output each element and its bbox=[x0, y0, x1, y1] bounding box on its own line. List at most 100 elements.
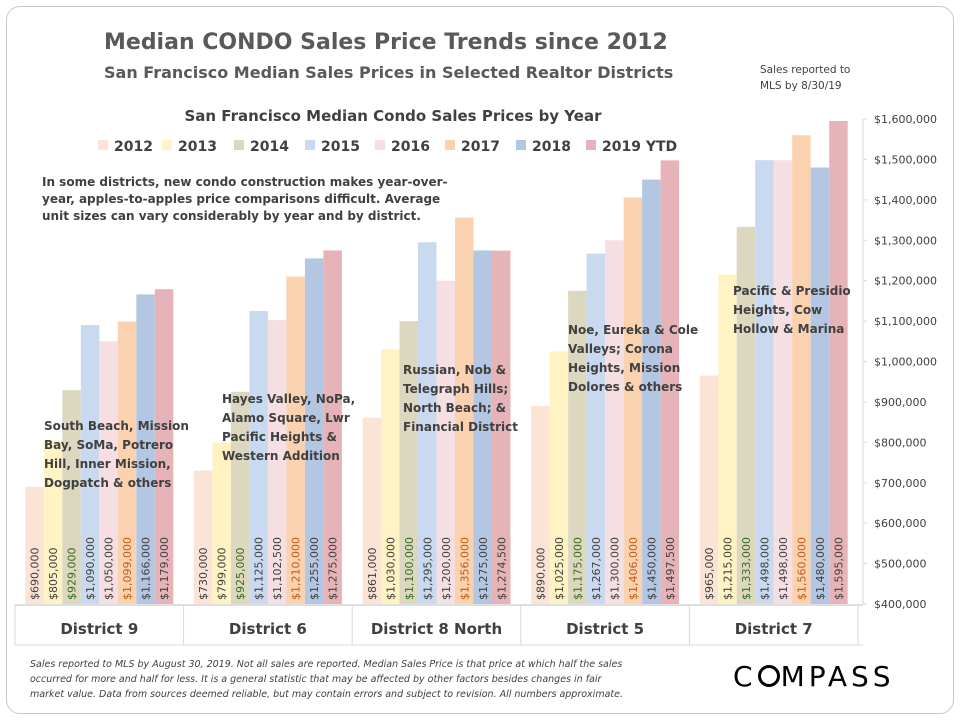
legend-swatch-2015 bbox=[305, 140, 315, 150]
bar-value-label: $1,450,000 bbox=[645, 537, 658, 600]
chart-annotation: In some districts, new condo constructio… bbox=[42, 175, 448, 223]
bar-2013-district-9 bbox=[43, 440, 63, 604]
sales-reported-note: Sales reported to MLS by 8/30/19 bbox=[760, 62, 880, 94]
bar-value-label: $1,295,000 bbox=[421, 537, 434, 600]
sales-note-line-2: MLS by 8/30/19 bbox=[760, 80, 842, 92]
bar-2016-district-7 bbox=[773, 160, 793, 604]
bar-2015-district-9 bbox=[80, 325, 100, 604]
bar-value-label: $1,497,500 bbox=[664, 537, 677, 600]
x-axis: District 9 District 6 District 8 North Dist… bbox=[14, 604, 863, 646]
bar-value-label: $805,000 bbox=[47, 548, 60, 601]
bar-labels-layer: $690,000 $805,000 $929,000 $1,090,000 $1,050… bbox=[29, 537, 846, 600]
legend-label-2016: 2016 bbox=[391, 139, 430, 155]
y-tick-label: $1,400,000 bbox=[874, 194, 937, 207]
district-description-line: Dogpatch & others bbox=[44, 476, 171, 490]
district-description-line: Financial District bbox=[403, 420, 518, 434]
bar-2018-district-9 bbox=[136, 294, 155, 604]
bar-2014-district-9 bbox=[62, 390, 81, 604]
district-description-line: Valleys; Corona bbox=[568, 342, 673, 356]
bar-value-label: $1,100,000 bbox=[403, 537, 416, 600]
bar-value-label: $1,498,000 bbox=[758, 537, 771, 600]
bar-value-label: $1,030,000 bbox=[384, 537, 397, 600]
x-category-label: District 8 North bbox=[371, 620, 502, 638]
footnote-line-3: market value. Data from sources deemed r… bbox=[30, 689, 623, 700]
bar-value-label: $1,274,500 bbox=[495, 537, 508, 600]
legend-label-2014: 2014 bbox=[250, 139, 289, 155]
legend-label-2015: 2015 bbox=[321, 139, 360, 155]
district-description-line: Hill, Inner Mission, bbox=[44, 457, 171, 471]
bar-2019-ytd-district-6 bbox=[323, 250, 342, 604]
bar-value-label: $690,000 bbox=[29, 548, 42, 601]
bar-value-label: $929,000 bbox=[66, 548, 79, 601]
annotation-line-3: unit sizes can vary considerably by year… bbox=[42, 209, 421, 223]
bar-value-label: $965,000 bbox=[703, 548, 716, 601]
bar-2014-district-5 bbox=[568, 290, 587, 604]
footnote-line-2: occurred for more and half for less. It … bbox=[30, 674, 602, 685]
bar-value-label: $1,166,000 bbox=[140, 537, 153, 600]
bar-value-label: $1,333,000 bbox=[740, 537, 753, 600]
bar-value-label: $1,300,000 bbox=[608, 537, 621, 600]
legend-label-2018: 2018 bbox=[532, 139, 571, 155]
legend-swatch-2018 bbox=[516, 140, 526, 150]
bar-value-label: $1,255,000 bbox=[308, 537, 321, 600]
bar-value-label: $730,000 bbox=[197, 548, 210, 601]
bar-value-label: $1,356,000 bbox=[458, 537, 471, 600]
district-description-line: South Beach, Mission bbox=[44, 419, 189, 433]
compass-logo: C MPASS bbox=[733, 660, 895, 693]
legend-label-2013: 2013 bbox=[178, 139, 217, 155]
y-tick-label: $1,000,000 bbox=[874, 356, 937, 369]
bar-2019-ytd-district-5 bbox=[660, 160, 680, 604]
bar-value-label: $1,179,000 bbox=[158, 537, 171, 600]
bar-value-label: $861,000 bbox=[366, 548, 379, 601]
footnote: Sales reported to MLS by August 30, 2019… bbox=[30, 657, 720, 702]
district-descriptions: South Beach, Mission Bay, SoMa, Potrero Hi… bbox=[44, 284, 851, 490]
bar-2015-district-8-north bbox=[418, 242, 437, 605]
y-tick-label: $1,100,000 bbox=[874, 315, 937, 328]
bar-value-label: $1,215,000 bbox=[721, 537, 734, 600]
bar-2018-district-6 bbox=[304, 258, 324, 604]
bar-value-label: $1,025,000 bbox=[553, 537, 566, 600]
bar-2012-district-5 bbox=[531, 406, 550, 604]
y-tick-label: $1,200,000 bbox=[874, 275, 937, 288]
bar-2017-district-6 bbox=[286, 276, 305, 604]
bar-value-label: $1,498,000 bbox=[777, 537, 790, 600]
legend-label-2019-ytd: 2019 YTD bbox=[602, 139, 677, 155]
bar-value-label: $1,275,000 bbox=[327, 537, 340, 600]
bars-layer bbox=[25, 121, 848, 605]
legend-swatch-2012 bbox=[98, 140, 108, 150]
bar-2014-district-8-north bbox=[399, 321, 418, 604]
y-tick-label: $600,000 bbox=[874, 517, 927, 530]
legend-swatch-2019-ytd bbox=[586, 140, 596, 150]
annotation-line-1: In some districts, new condo constructio… bbox=[42, 175, 448, 189]
sales-note-line-1: Sales reported to bbox=[760, 64, 851, 76]
legend-swatch-2014 bbox=[234, 140, 244, 150]
x-category-label: District 5 bbox=[566, 620, 644, 638]
district-description-line: Bay, SoMa, Potrero bbox=[44, 438, 173, 452]
bar-2013-district-7 bbox=[718, 274, 737, 604]
bar-value-label: $1,595,000 bbox=[832, 537, 845, 600]
legend-label-2017: 2017 bbox=[461, 139, 500, 155]
bar-value-label: $1,560,000 bbox=[795, 537, 808, 600]
chart-title: San Francisco Median Condo Sales Prices … bbox=[184, 107, 602, 125]
x-category-label: District 9 bbox=[60, 620, 138, 638]
bar-value-label: $1,267,000 bbox=[590, 537, 603, 600]
district-description-line: Alamo Square, Lwr bbox=[222, 411, 350, 425]
bar-2012-district-6 bbox=[193, 470, 213, 604]
district-description-line: Noe, Eureka & Cole bbox=[568, 323, 698, 337]
bar-2014-district-7 bbox=[736, 226, 756, 604]
bar-value-label: $1,125,000 bbox=[253, 537, 266, 600]
bar-2013-district-8-north bbox=[381, 349, 400, 604]
legend-swatch-2017 bbox=[445, 140, 455, 150]
district-description-line: Pacific & Presidio bbox=[733, 284, 851, 298]
x-category-label: District 6 bbox=[229, 620, 307, 638]
bar-2012-district-7 bbox=[699, 375, 719, 604]
bar-2016-district-8-north bbox=[436, 280, 455, 604]
y-tick-label: $1,500,000 bbox=[874, 153, 937, 166]
district-description-line: Hollow & Marina bbox=[733, 322, 844, 336]
bar-value-label: $1,480,000 bbox=[814, 537, 827, 600]
bar-2018-district-5 bbox=[642, 179, 661, 604]
bar-value-label: $890,000 bbox=[534, 548, 547, 601]
bar-2018-district-7 bbox=[810, 167, 830, 604]
bar-2015-district-5 bbox=[586, 253, 606, 604]
